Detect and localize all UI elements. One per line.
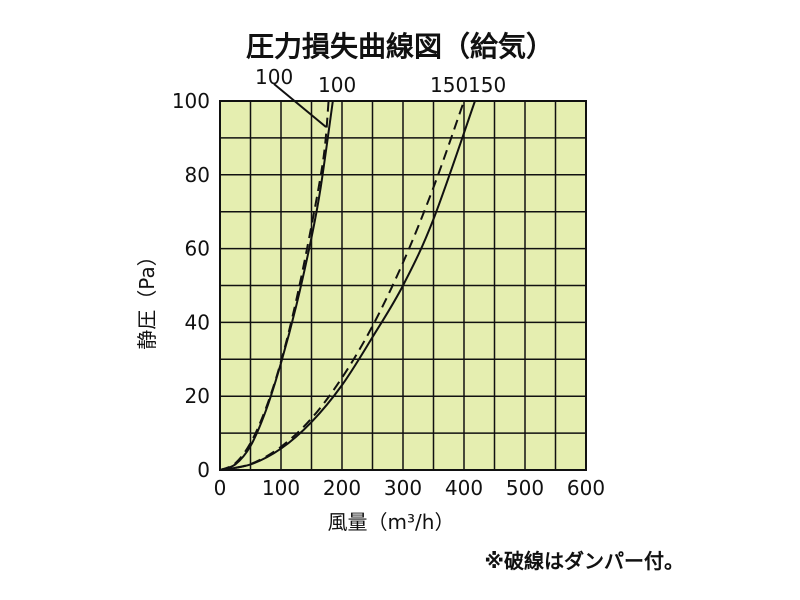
x-tick-label: 0	[214, 476, 227, 500]
chart-title: 圧力損失曲線図（給気）	[246, 30, 554, 63]
x-tick-labels: 0 100 200 300 400 500 600	[214, 476, 605, 500]
y-tick-label: 80	[185, 163, 210, 187]
y-axis-label: 静圧（Pa）	[135, 246, 159, 349]
curve-100-dashed	[219, 100, 330, 471]
plot-frame	[219, 100, 587, 471]
y-tick-label: 60	[185, 237, 210, 261]
x-tick-label: 300	[384, 476, 422, 500]
x-tick-label: 100	[262, 476, 300, 500]
curve-label-150-right: 150	[468, 73, 506, 97]
y-tick-label: 20	[185, 384, 210, 408]
curve-label-100-right: 100	[318, 73, 356, 97]
y-tick-label: 40	[185, 310, 210, 334]
x-axis-label: 風量（m³/h）	[328, 510, 455, 534]
curve-150-solid	[219, 100, 476, 471]
y-tick-label: 0	[197, 458, 210, 482]
y-tick-label: 100	[172, 89, 210, 113]
grid-lines	[219, 100, 587, 471]
x-tick-label: 200	[323, 476, 361, 500]
x-tick-label: 500	[506, 476, 544, 500]
curves	[219, 100, 476, 471]
damper-note: ※破線はダンパー付。	[485, 549, 684, 573]
curve-label-150-left: 150	[430, 73, 468, 97]
curve-label-100-left: 100	[255, 65, 293, 89]
y-tick-labels: 0 20 40 60 80 100	[172, 89, 210, 482]
callout-line-100	[273, 83, 327, 128]
x-tick-label: 400	[445, 476, 483, 500]
curve-150-dashed	[219, 100, 465, 471]
x-tick-label: 600	[567, 476, 605, 500]
